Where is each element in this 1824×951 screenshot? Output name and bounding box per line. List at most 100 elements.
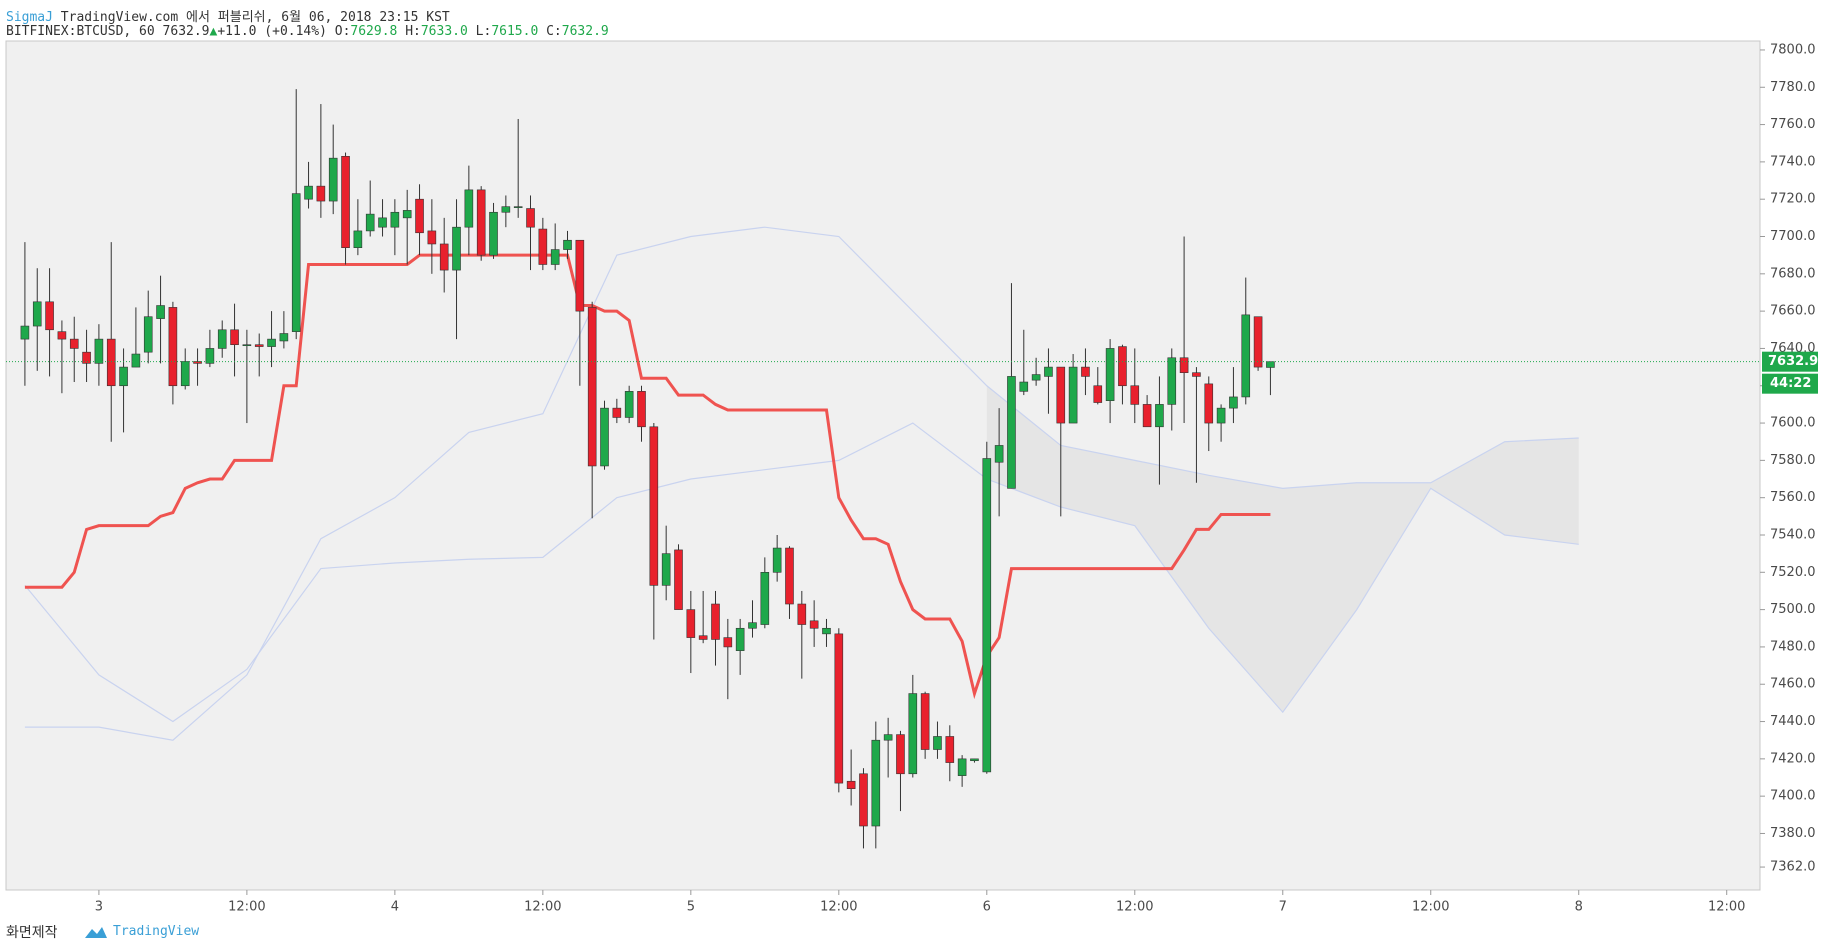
header-line-1: SigmaJ TradingView.com 에서 퍼블리쉬, 6월 06, 2…: [6, 6, 450, 25]
candle-body: [809, 620, 819, 629]
candle-body: [760, 572, 770, 625]
footer-brand[interactable]: TradingView: [113, 924, 200, 939]
candle-body: [427, 230, 437, 245]
candle-body: [1081, 366, 1090, 377]
candle-body: [1130, 385, 1140, 405]
l-label: L:: [475, 24, 492, 39]
span-line: [24, 422, 1579, 723]
candle-body: [933, 736, 942, 750]
candle-body: [1179, 357, 1189, 373]
candle-body: [365, 213, 375, 232]
candle-body: [563, 239, 572, 250]
candle-body: [1068, 366, 1078, 424]
candle-body: [143, 316, 153, 353]
candle-body: [735, 627, 745, 651]
candle-body: [637, 391, 646, 428]
candle-body: [230, 329, 239, 346]
candle-body: [822, 627, 831, 635]
symbol: BITFINEX:BTCUSD, 60: [6, 24, 155, 39]
candle-body: [131, 353, 141, 368]
y-tick-label: 7800.0: [1770, 42, 1816, 57]
candle-body: [1093, 385, 1103, 403]
candle-body: [883, 734, 893, 741]
x-tick-label: 12:00: [820, 900, 857, 915]
candle-body: [920, 693, 930, 750]
candle-body: [908, 693, 918, 775]
candle-body: [1229, 396, 1238, 409]
change: +11.0 (+0.14%): [217, 24, 327, 39]
candle-body: [1142, 404, 1152, 428]
candle-body: [193, 361, 202, 364]
candle-body: [624, 391, 634, 418]
y-tick-label: 7520.0: [1770, 565, 1816, 580]
candle-body: [1167, 357, 1177, 405]
cloud-fill: [986, 385, 1579, 713]
y-tick-label: 7580.0: [1770, 453, 1816, 468]
y-tick-label: 7460.0: [1770, 677, 1816, 692]
candle-body: [587, 307, 597, 467]
x-tick-label: 5: [687, 900, 695, 915]
axes: 7800.0 7780.0 7760.0 7740.0 7720.0 7700.0 7680…: [95, 42, 1818, 914]
candle-body: [20, 325, 30, 340]
candle-body: [661, 553, 671, 586]
y-tick-label: 7780.0: [1770, 80, 1816, 95]
y-tick-label: 7560.0: [1770, 490, 1816, 505]
candle-body: [686, 609, 696, 638]
candle-body: [538, 228, 548, 265]
last: 7632.9: [162, 24, 210, 39]
candle-body: [415, 198, 424, 234]
y-tick-label: 7420.0: [1770, 751, 1816, 766]
plot: [6, 89, 1760, 849]
candle-body: [106, 338, 116, 387]
candle-body: [896, 734, 905, 775]
candle-body: [45, 301, 54, 331]
candle-body: [994, 445, 1004, 463]
candle-body: [32, 301, 42, 327]
candle-body: [254, 344, 264, 347]
candle-body: [846, 780, 856, 790]
published: TradingView.com 에서 퍼블리쉬, 6월 06, 2018 23:…: [60, 10, 450, 25]
candle-body: [649, 426, 659, 586]
candle-body: [168, 307, 178, 387]
candle-body: [439, 243, 449, 271]
author: SigmaJ: [6, 10, 53, 25]
candle-body: [205, 348, 215, 364]
candle-body: [279, 333, 289, 342]
candle-body: [859, 773, 868, 827]
candle-body: [1031, 374, 1041, 381]
candle-body: [291, 193, 301, 332]
candle-body: [1216, 407, 1226, 424]
candle-body: [57, 331, 67, 340]
x-tick-label: 8: [1575, 900, 1583, 915]
candle-body: [772, 547, 782, 573]
candle-body: [501, 206, 511, 213]
candle-body: [785, 547, 794, 605]
candle-body: [575, 239, 585, 312]
candle-body: [1007, 376, 1016, 489]
y-tick-label: 7380.0: [1770, 826, 1816, 841]
candle-body: [526, 208, 535, 228]
candle-body: [341, 155, 350, 249]
l-value: 7615.0: [491, 24, 539, 39]
candle-body: [945, 736, 955, 763]
candle-body: [797, 603, 807, 625]
candle-body: [612, 407, 622, 418]
candle-body: [82, 351, 91, 364]
o-label: O:: [334, 24, 351, 39]
candle-body: [674, 549, 683, 610]
h-label: H:: [405, 24, 421, 39]
y-tick-label: 7720.0: [1770, 192, 1816, 207]
y-tick-label: 7440.0: [1770, 714, 1816, 729]
candle-body: [957, 758, 967, 776]
y-tick-label: 7480.0: [1770, 639, 1816, 654]
last-price-tag: [1762, 351, 1818, 372]
x-tick-label: 12:00: [524, 900, 561, 915]
candle-body: [970, 758, 979, 762]
x-tick-label: 4: [391, 900, 399, 915]
candle-body: [378, 217, 387, 228]
c-value: 7632.9: [561, 24, 609, 39]
x-tick-label: 3: [95, 900, 103, 915]
logo: [85, 927, 107, 938]
